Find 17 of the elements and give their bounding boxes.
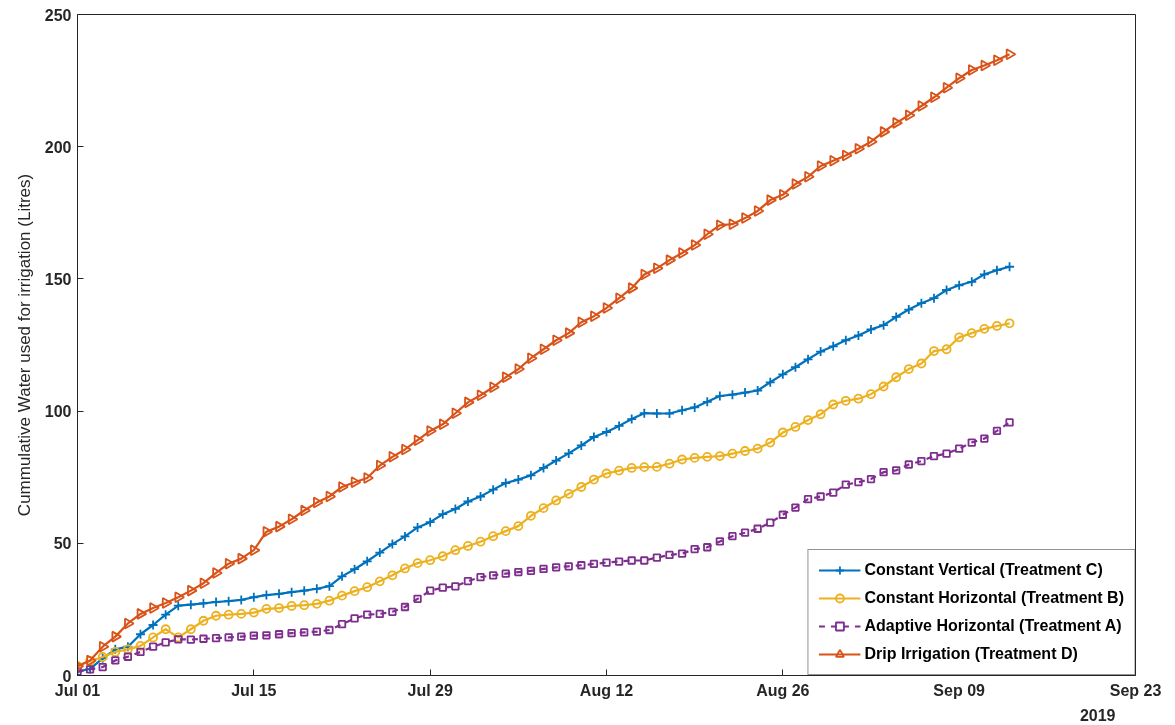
legend-label: Constant Vertical (Treatment C): [864, 561, 1103, 579]
y-axis-title: Cummulative Water used for irrigation (Litres): [14, 173, 34, 517]
legend-label: Adaptive Horizontal (Treatment A): [864, 617, 1122, 635]
x-tick-label: Aug 12: [579, 681, 634, 699]
x-tick-label: Jul 29: [407, 681, 453, 699]
y-tick-label: 50: [53, 535, 72, 553]
x-tick-label: Sep 09: [933, 681, 986, 699]
legend-label: Drip Irrigation (Treatment D): [864, 645, 1078, 663]
y-tick-label: 200: [44, 138, 72, 156]
y-tick-label: 100: [44, 403, 72, 421]
x-tick-label: Aug 26: [756, 681, 810, 699]
text: 2019: [1079, 706, 1116, 724]
x-tick-label: Jul 15: [231, 681, 277, 699]
y-tick-label: 250: [44, 6, 72, 24]
y-tick-label: 150: [44, 270, 72, 288]
legend-label: Constant Horizontal (Treatment B): [864, 589, 1124, 607]
x-tick-label: Sep 23: [1109, 681, 1162, 699]
